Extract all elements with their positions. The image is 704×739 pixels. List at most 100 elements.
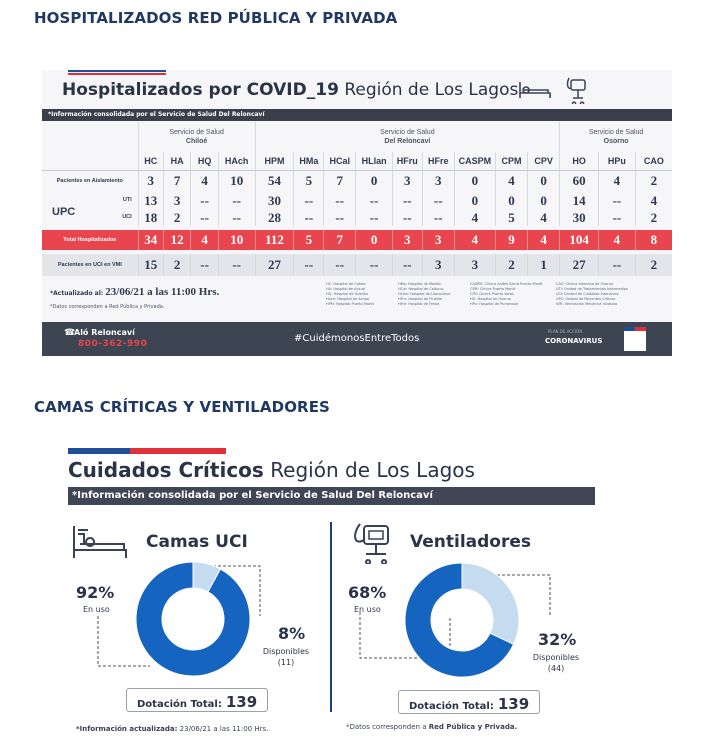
table-cell: -- [293, 209, 324, 226]
table-cell: -- [598, 192, 636, 209]
camas-available-count: (11) [277, 658, 295, 667]
legend-entry: UPC: Unidad de Pacientes Críticos [556, 297, 616, 301]
legend-entry: HC: Hospital de Castro [326, 282, 366, 286]
row-label: UTI [122, 197, 132, 203]
hospitalized-infographic: Hospitalizados por COVID_19 Región de Lo… [42, 70, 672, 356]
table-cell: 9 [494, 230, 528, 250]
donut-slice-in-use [135, 561, 251, 677]
col-header: HO [559, 152, 599, 171]
table-cell: -- [391, 192, 423, 209]
table-cell: 4 [598, 170, 636, 192]
info-bar: *Información consolidada por el Servicio… [42, 109, 672, 121]
footnote-source: *Datos corresponden a Red Pública y Priv… [346, 723, 518, 731]
table-cell: 5 [293, 230, 324, 250]
table-cell: 3 [162, 192, 191, 209]
row-uci: UCI 18 2 -- -- 28 -- -- -- -- -- 4 5 4 30 -- 2 [42, 209, 672, 226]
table-cell: 4 [527, 230, 560, 250]
table-cell: 13 [137, 192, 164, 209]
table-cell: 3 [391, 230, 423, 250]
col-header: HA [162, 152, 191, 171]
table-cell: -- [355, 254, 393, 276]
legend-entry: HLlan: Hospital de Llanquihue [398, 292, 451, 296]
updated-at: *Actualizado al: 23/06/21 a las 11:00 Hr… [50, 286, 220, 298]
coronavirus-label: CORONAVIRUS [545, 337, 603, 345]
vent-available-count: (44) [547, 664, 565, 673]
service-header-row: Servicio de Salud Chiloé Servicio de Salu… [42, 122, 672, 152]
table-cell: 4 [598, 230, 636, 250]
table-cell: 7 [162, 170, 191, 192]
donut-slice-available [461, 562, 520, 645]
row-label: UCI [122, 214, 132, 220]
footer-bar: ☎ Aló Reloncaví 800-362-990 #CuidémonosE… [42, 322, 672, 356]
plan-label: PLAN DE ACCIÓN [548, 329, 583, 334]
col-header: CPV [527, 152, 560, 171]
flag-stripe [68, 448, 226, 454]
data-note: *Datos corresponden a Red Pública y Priv… [50, 304, 165, 310]
legend-entry: HFru: Hospital de Frutillar [398, 297, 443, 301]
row-label: Pacientes en UCI en VMI [42, 254, 139, 276]
section-title-hospitalized: HOSPITALIZADOS RED PÚBLICA Y PRIVADA [34, 9, 398, 27]
donut-slice-in-use [404, 562, 515, 678]
camas-donut-chart [135, 561, 251, 677]
ventilator-icon [566, 77, 586, 104]
col-header: CASPM [453, 152, 496, 171]
government-seal-icon [624, 327, 646, 351]
table-cell: 54 [254, 170, 294, 192]
legend-entry: HFre: Hospital de Fresia [398, 302, 440, 306]
col-header: HC [137, 152, 164, 171]
hashtag: #CuidémonosEntreTodos [294, 333, 420, 344]
legend-entry: HPu: Hospital de Purranque [470, 302, 519, 306]
table-cell: -- [217, 192, 256, 209]
table-cell: 0 [527, 192, 560, 209]
col-header: HPM [254, 152, 294, 171]
col-header: CPM [494, 152, 528, 171]
ventiladores-title: Ventiladores [410, 532, 531, 552]
col-header: HCal [323, 152, 356, 171]
camas-uci-title: Camas UCI [146, 532, 248, 552]
camas-available-label: Disponibles [262, 647, 310, 656]
table-cell: -- [355, 192, 393, 209]
service-chiloe: Servicio de Salud Chiloé [137, 122, 256, 152]
table-cell: 7 [323, 170, 356, 192]
table-cell: 12 [162, 230, 191, 250]
hospitalized-table: Servicio de Salud Chiloé Servicio de Salu… [42, 122, 672, 276]
col-header: HFru [391, 152, 423, 171]
table-cell: -- [293, 192, 324, 209]
alo-reloncavi: Aló Reloncaví [74, 328, 135, 337]
camas-total: Dotación Total: 139 [126, 688, 269, 712]
table-cell: 4 [634, 192, 672, 209]
col-header: HMa [293, 152, 324, 171]
footnote-updated: *Información actualizada: 23/06/21 a las… [76, 725, 269, 733]
info-bar: *Información consolidada por el Servicio… [68, 487, 595, 505]
row-aislamiento: Pacientes en Aislamiento 3 7 4 10 54 5 7 0 3 3 0 4 0 6… [42, 170, 672, 192]
table-cell: 3 [137, 170, 164, 192]
table-cell: 4 [453, 209, 496, 226]
legend-col: CASPM: Clínica Andes Salud Puerto Montt C… [470, 282, 543, 307]
table-cell: 10 [217, 230, 256, 250]
hotline-number[interactable]: 800-362-990 [78, 339, 148, 349]
col-header: HQ [190, 152, 219, 171]
ventilator-machine-icon [354, 523, 389, 564]
row-label: Total Hospitalizados [42, 230, 139, 250]
table-cell: -- [293, 254, 324, 276]
table-cell: -- [323, 254, 356, 276]
legend-entry: HMa: Hospital de Maullín [398, 282, 442, 286]
table-cell: 3 [421, 170, 455, 192]
hospitalized-title-bold: Hospitalizados por COVID_19 [62, 80, 339, 100]
section-title-critical: CAMAS CRÍTICAS Y VENTILADORES [34, 398, 330, 416]
column-header-row: HC HA HQ HAch HPM HMa HCal HLlan HFru HFre CASPM C… [42, 152, 672, 171]
table-cell: 34 [137, 230, 164, 250]
legend-entry: UCI: Unidad de Cuidados Intensivos [556, 292, 619, 296]
table-cell: 27 [559, 254, 599, 276]
legend-entry: HCal: Hospital de Calbuco [398, 287, 444, 291]
upc-label: UPC [52, 206, 76, 218]
table-cell: 30 [254, 192, 294, 209]
table-cell: 4 [190, 230, 219, 250]
table-cell: 8 [634, 230, 672, 250]
table-cell: 2 [634, 170, 672, 192]
legend-entry: CPM: Clínica Puerto Montt [470, 287, 516, 291]
table-cell: -- [190, 209, 219, 226]
legend-col: HMa: Hospital de Maullín HCal: Hospital d… [398, 282, 450, 307]
icu-bed-icon [73, 526, 127, 558]
vent-available-pct: 32% [538, 630, 577, 649]
